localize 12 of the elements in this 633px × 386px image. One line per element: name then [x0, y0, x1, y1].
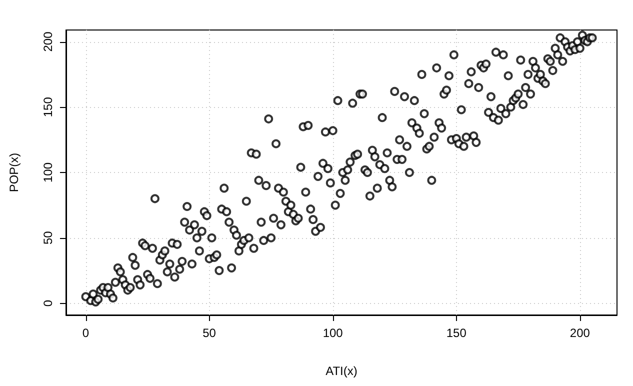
y-tick-label: 150	[41, 96, 55, 118]
y-axis-title: POP(x)	[7, 152, 21, 192]
y-tick-label: 50	[41, 230, 55, 245]
y-tick-label: 0	[41, 300, 55, 307]
y-tick-label: 100	[41, 162, 55, 183]
y-tick-label: 200	[41, 31, 55, 52]
x-tick-label: 50	[202, 326, 216, 340]
x-tick-label: 200	[570, 326, 590, 340]
x-axis-title: ATI(x)	[326, 364, 358, 378]
x-tick-label: 0	[82, 326, 90, 340]
x-tick-label: 150	[446, 326, 467, 340]
x-tick-label: 100	[322, 326, 344, 340]
